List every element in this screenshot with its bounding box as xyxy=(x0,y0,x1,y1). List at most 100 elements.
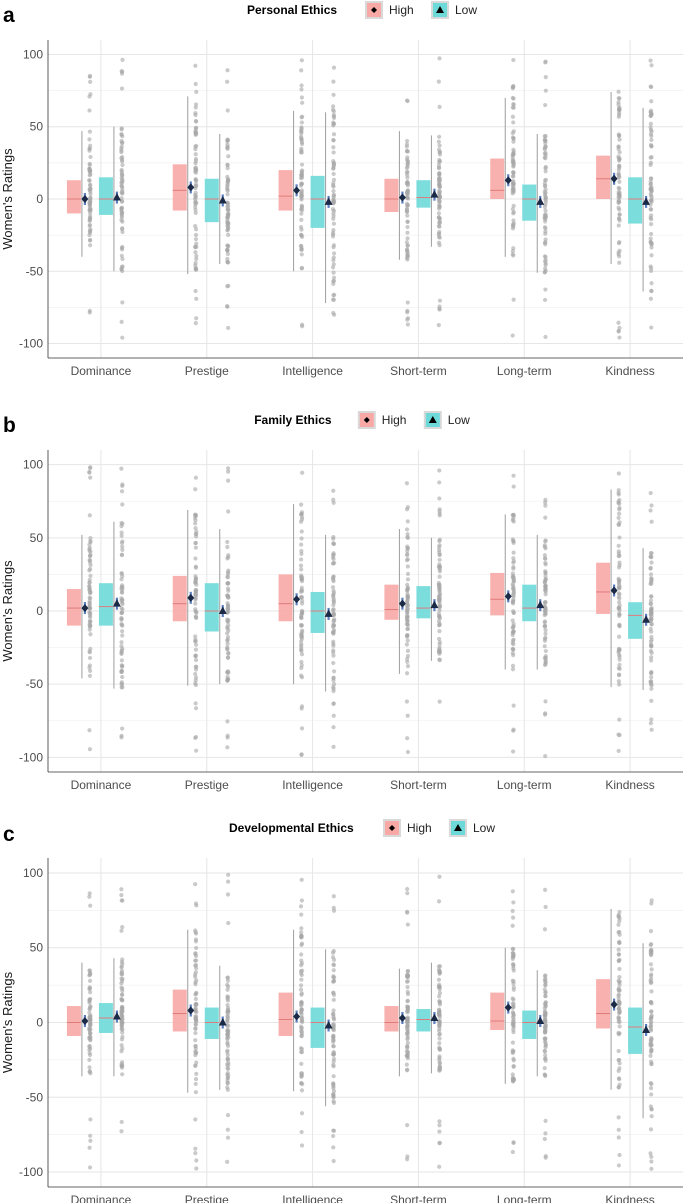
data-point xyxy=(119,533,124,539)
data-point xyxy=(331,992,337,997)
data-point xyxy=(648,942,653,948)
data-point xyxy=(437,1123,442,1128)
x-tick-label: Long-term xyxy=(497,1193,552,1203)
data-point xyxy=(87,1000,92,1005)
data-point xyxy=(648,601,653,606)
data-point xyxy=(299,1129,304,1135)
mean-marker-diamond xyxy=(504,592,512,601)
data-point xyxy=(225,655,231,660)
data-point xyxy=(511,1027,516,1032)
data-point xyxy=(299,195,304,201)
box-low xyxy=(310,175,325,228)
data-point xyxy=(648,191,653,196)
y-tick-label: -100 xyxy=(19,750,43,764)
data-point xyxy=(616,216,622,221)
data-point xyxy=(511,559,516,564)
data-point xyxy=(542,155,547,160)
data-point xyxy=(331,574,336,579)
x-tick-label: Short-term xyxy=(390,1193,447,1203)
data-point xyxy=(405,322,410,327)
data-point xyxy=(193,653,198,658)
data-point xyxy=(405,985,410,990)
data-point xyxy=(119,887,124,892)
data-point xyxy=(405,571,411,576)
data-point xyxy=(331,1051,337,1056)
data-point xyxy=(616,679,621,684)
data-point xyxy=(298,519,304,524)
data-point xyxy=(437,636,442,642)
data-point xyxy=(87,627,92,632)
data-point xyxy=(299,704,305,709)
y-axis-title: Women's Ratings xyxy=(0,148,15,250)
data-point xyxy=(510,1040,516,1045)
data-point xyxy=(437,874,442,879)
data-point xyxy=(225,1076,230,1081)
data-point xyxy=(193,156,199,162)
data-point xyxy=(405,180,410,185)
data-point xyxy=(405,553,410,558)
data-point xyxy=(649,245,654,250)
data-point xyxy=(436,211,442,216)
box-high xyxy=(66,180,81,214)
box-high xyxy=(596,979,611,1029)
data-point xyxy=(542,1010,548,1015)
data-point xyxy=(119,86,125,91)
data-point xyxy=(120,244,125,250)
data-point xyxy=(193,475,198,480)
data-point xyxy=(87,610,92,615)
data-point xyxy=(226,232,231,237)
data-point xyxy=(119,126,124,131)
data-point xyxy=(510,646,515,652)
data-point xyxy=(194,256,199,262)
data-point xyxy=(649,519,654,524)
data-point xyxy=(617,657,622,662)
data-point xyxy=(299,898,304,903)
data-point xyxy=(405,989,410,994)
data-point xyxy=(193,152,198,157)
data-point xyxy=(88,243,93,248)
data-point xyxy=(226,595,231,600)
data-point xyxy=(87,580,92,585)
data-point xyxy=(119,681,124,687)
data-point xyxy=(510,667,516,672)
data-point xyxy=(648,236,653,241)
x-tick-label: Prestige xyxy=(185,364,229,378)
data-point xyxy=(193,111,198,116)
data-point xyxy=(193,706,199,711)
data-point xyxy=(616,947,621,952)
data-point xyxy=(404,671,410,676)
data-point xyxy=(193,237,199,242)
data-point xyxy=(331,1008,336,1013)
data-point xyxy=(543,1043,548,1048)
data-point xyxy=(331,65,337,70)
data-point xyxy=(617,634,622,639)
data-point xyxy=(542,927,548,932)
data-point xyxy=(88,615,93,620)
data-point xyxy=(617,163,622,168)
data-point xyxy=(437,104,442,109)
data-point xyxy=(649,325,654,330)
data-point xyxy=(405,236,410,241)
data-point xyxy=(648,572,654,577)
data-point xyxy=(404,240,409,245)
data-point xyxy=(331,685,336,690)
data-point xyxy=(511,152,516,157)
data-point xyxy=(87,986,92,991)
data-point xyxy=(437,307,442,312)
data-point xyxy=(437,994,442,999)
data-point xyxy=(299,140,305,145)
data-point xyxy=(649,607,654,613)
data-point xyxy=(510,915,516,920)
data-point xyxy=(299,146,304,151)
data-point xyxy=(543,231,548,236)
data-point xyxy=(543,562,548,567)
data-point xyxy=(405,626,410,632)
data-point xyxy=(405,664,411,669)
data-point xyxy=(88,538,93,544)
data-point xyxy=(331,1100,337,1105)
data-point xyxy=(543,1131,548,1136)
data-point xyxy=(299,652,305,657)
data-point xyxy=(405,749,411,755)
data-point xyxy=(437,134,442,139)
data-point xyxy=(331,688,336,694)
